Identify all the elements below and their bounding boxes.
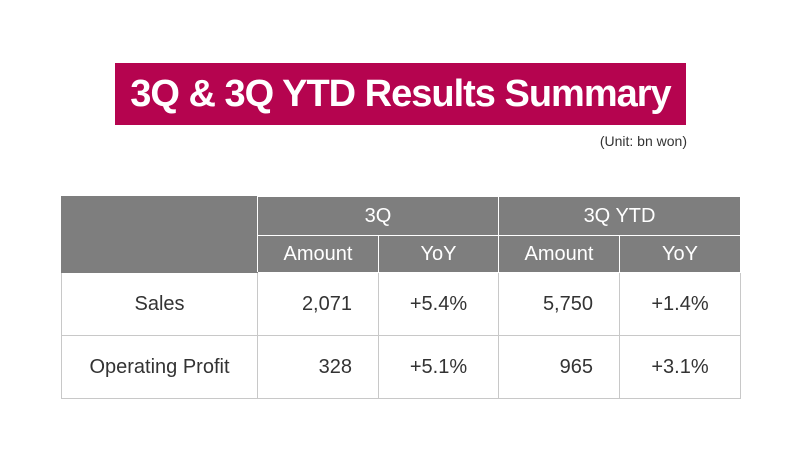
cell-op-3q-yoy: +5.1% bbox=[378, 335, 499, 399]
cell-sales-ytd-yoy: +1.4% bbox=[619, 272, 741, 336]
row-label-sales: Sales bbox=[61, 272, 258, 336]
subheader-ytd-yoy: YoY bbox=[619, 235, 741, 273]
cell-sales-3q-yoy: +5.4% bbox=[378, 272, 499, 336]
row-label-operating-profit: Operating Profit bbox=[61, 335, 258, 399]
cell-sales-ytd-amount: 5,750 bbox=[498, 272, 620, 336]
cell-op-ytd-amount: 965 bbox=[498, 335, 620, 399]
cell-op-ytd-yoy: +3.1% bbox=[619, 335, 741, 399]
cell-sales-3q-amount: 2,071 bbox=[257, 272, 379, 336]
table-row: Operating Profit 328 +5.1% 965 +3.1% bbox=[61, 335, 741, 399]
subheader-3q-amount: Amount bbox=[257, 235, 379, 273]
header-row-subcolumns: Amount YoY Amount YoY bbox=[62, 235, 741, 273]
subheader-ytd-amount: Amount bbox=[498, 235, 620, 273]
group-header-3q: 3Q bbox=[257, 196, 499, 236]
subheader-3q-yoy: YoY bbox=[378, 235, 499, 273]
results-table: 3Q 3Q YTD Amount YoY Amount YoY Sales 2,… bbox=[61, 196, 741, 399]
cell-op-3q-amount: 328 bbox=[257, 335, 379, 399]
unit-note: (Unit: bn won) bbox=[599, 133, 687, 149]
title-banner: 3Q & 3Q YTD Results Summary bbox=[115, 63, 686, 125]
table-row: Sales 2,071 +5.4% 5,750 +1.4% bbox=[61, 272, 741, 336]
header-row-groups: 3Q 3Q YTD bbox=[61, 196, 741, 273]
corner-header bbox=[61, 196, 258, 273]
page-title: 3Q & 3Q YTD Results Summary bbox=[130, 72, 671, 115]
group-header-3q-ytd: 3Q YTD bbox=[498, 196, 741, 236]
